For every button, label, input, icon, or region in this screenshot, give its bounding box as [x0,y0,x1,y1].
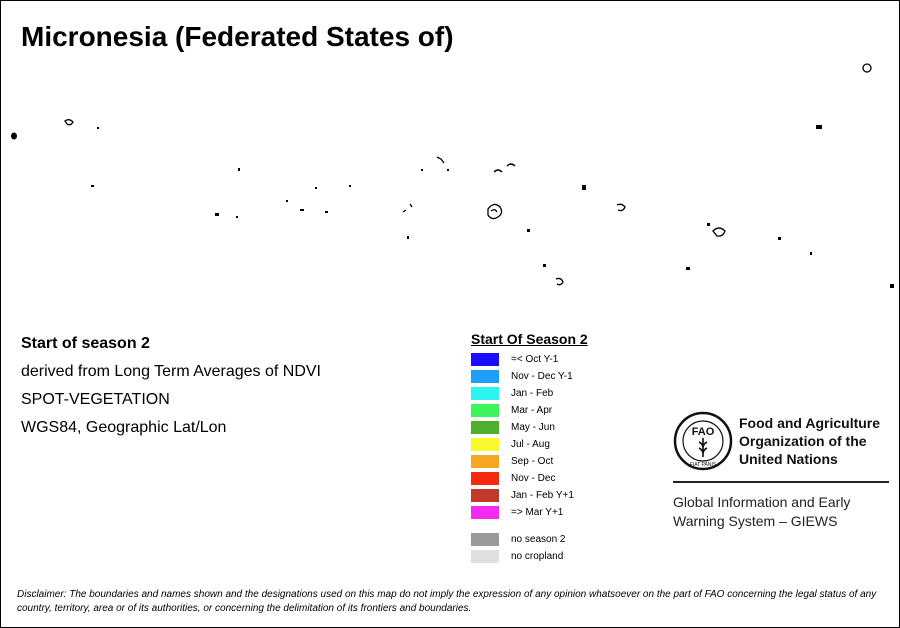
fao-logo-letters: FAO [692,426,715,438]
legend-label: Nov - Dec [511,473,556,484]
island [707,223,710,226]
island-map [11,63,894,288]
fao-logo-motto: FIAT PANIS [690,462,717,468]
legend-swatch [471,370,499,383]
legend-label: Nov - Dec Y-1 [511,371,573,382]
island [97,127,99,129]
island [582,185,586,190]
legend-item: Nov - Dec [471,470,588,487]
island [286,200,288,202]
island [686,267,690,270]
legend-swatch [471,455,499,468]
info-heading: Start of season 2 [21,335,150,352]
legend-swatch [471,533,499,546]
giews-line: Global Information and Early [673,494,851,510]
map-info: Start of season 2 derived from Long Term… [21,335,321,447]
island-outline [616,203,626,212]
island [238,168,240,171]
island [91,185,94,187]
legend-item: no season 2 [471,531,588,548]
fao-name-line: Organization of the [739,433,867,449]
legend-swatch [471,421,499,434]
legend-label: no season 2 [511,534,566,545]
map-title: Micronesia (Federated States of) [21,21,454,52]
legend-item: Jul - Aug [471,436,588,453]
island [315,187,317,189]
island-outline [64,119,74,126]
legend-swatch [471,506,499,519]
legend-item: no cropland [471,548,588,565]
island [543,264,546,267]
legend-item: Jan - Feb [471,385,588,402]
island-outline [712,227,726,237]
legend-swatch [471,489,499,502]
legend-item: Sep - Oct [471,453,588,470]
legend: Start Of Season 2 =< Oct Y-1 Nov - Dec Y-… [471,331,588,565]
island [215,213,219,216]
island-outline [487,203,503,220]
island [421,169,423,171]
fao-name-line: Food and Agriculture [739,415,881,431]
island [407,236,409,239]
island [816,125,822,129]
info-source: derived from Long Term Averages of NDVI [21,363,321,380]
island [778,237,781,240]
fao-name: Food and Agriculture Organization of the… [739,414,880,468]
fao-branding: FAO FIAT PANIS Food and Agriculture Orga… [673,411,889,531]
island [447,169,449,171]
island [527,229,530,232]
legend-label: =< Oct Y-1 [511,354,559,365]
legend-label: Sep - Oct [511,456,554,467]
island [11,132,17,140]
island-outline [402,203,413,213]
island [349,185,351,187]
legend-item: Mar - Apr [471,402,588,419]
info-sensor: SPOT-VEGETATION [21,391,170,408]
legend-label: => Mar Y+1 [511,507,564,518]
island-outline [493,163,516,173]
legend-item: May - Jun [471,419,588,436]
legend-title: Start Of Season 2 [471,331,588,347]
legend-swatch [471,472,499,485]
legend-swatch [471,387,499,400]
legend-label: Jul - Aug [511,439,550,450]
divider [673,481,889,483]
island-outline [490,209,498,213]
legend-label: Jan - Feb Y+1 [511,490,574,501]
legend-swatch [471,550,499,563]
legend-item: => Mar Y+1 [471,504,588,521]
island [236,216,238,218]
fao-logo-icon: FAO FIAT PANIS [673,411,733,471]
island-outline [862,63,872,73]
legend-item: =< Oct Y-1 [471,351,588,368]
legend-swatch [471,438,499,451]
legend-label: May - Jun [511,422,555,433]
legend-label: Jan - Feb [511,388,554,399]
legend-item: Jan - Feb Y+1 [471,487,588,504]
giews-label: Global Information and Early Warning Sys… [673,493,889,531]
legend-swatch [471,353,499,366]
legend-item: Nov - Dec Y-1 [471,368,588,385]
fao-name-line: United Nations [739,451,838,467]
island-outline [436,156,445,164]
island [810,252,812,255]
island [300,209,304,211]
island [890,284,894,288]
disclaimer: Disclaimer: The boundaries and names sho… [17,589,877,614]
legend-swatch [471,404,499,417]
legend-label: Mar - Apr [511,405,553,416]
island-outline [555,277,564,286]
island [325,211,328,213]
info-projection: WGS84, Geographic Lat/Lon [21,419,227,436]
legend-label: no cropland [511,551,564,562]
giews-line: Warning System – GIEWS [673,513,838,529]
